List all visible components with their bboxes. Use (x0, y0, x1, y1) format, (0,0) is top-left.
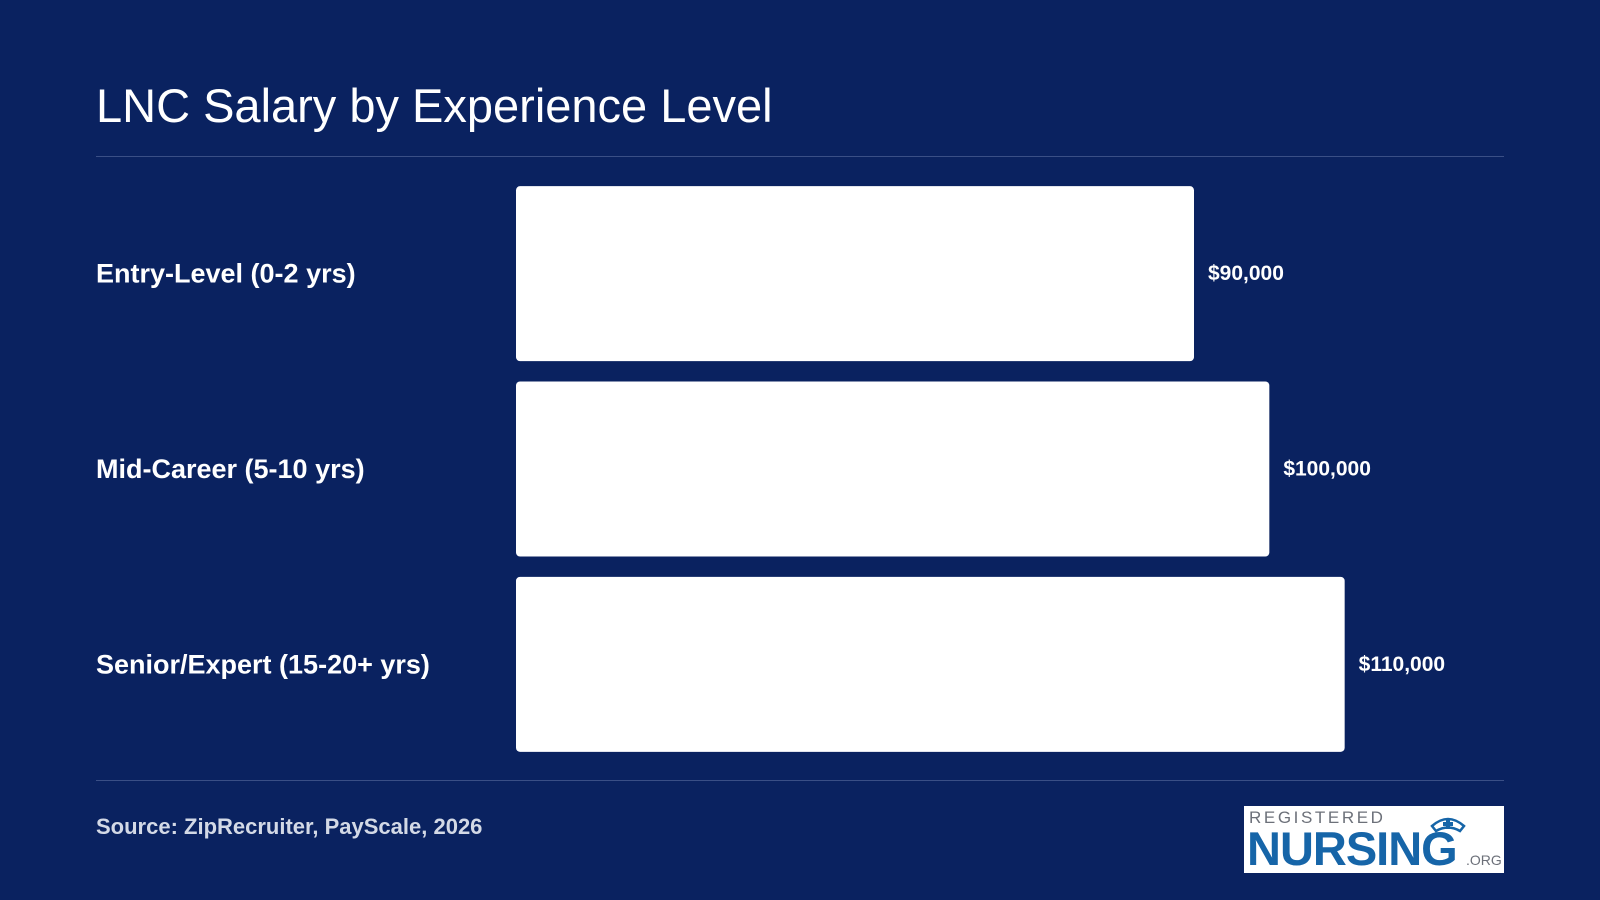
category-label: Entry-Level (0-2 yrs) (96, 259, 356, 289)
registered-nursing-logo[interactable]: REGISTERED NURSING .ORG (1244, 806, 1504, 873)
value-label: $90,000 (1208, 262, 1284, 285)
bar (516, 381, 1270, 557)
chart-title: LNC Salary by Experience Level (96, 79, 773, 132)
logo-main-text: NURSING (1247, 822, 1458, 873)
category-label: Senior/Expert (15-20+ yrs) (96, 649, 430, 679)
nurse-cap-icon (1430, 817, 1466, 833)
logo-suffix-text: .ORG (1466, 852, 1502, 868)
bar (516, 186, 1194, 362)
logo-top-text: REGISTERED (1249, 808, 1386, 827)
value-label: $100,000 (1283, 458, 1371, 481)
bottom-divider (96, 780, 1504, 781)
value-label: $110,000 (1359, 653, 1445, 676)
top-divider (96, 156, 1504, 157)
category-label: Mid-Career (5-10 yrs) (96, 454, 365, 484)
bar (516, 576, 1345, 752)
bars-layer: Entry-Level (0-2 yrs) $90,000 Mid-Career (… (96, 186, 1445, 752)
source-note: Source: ZipRecruiter, PayScale, 2026 (96, 814, 483, 839)
